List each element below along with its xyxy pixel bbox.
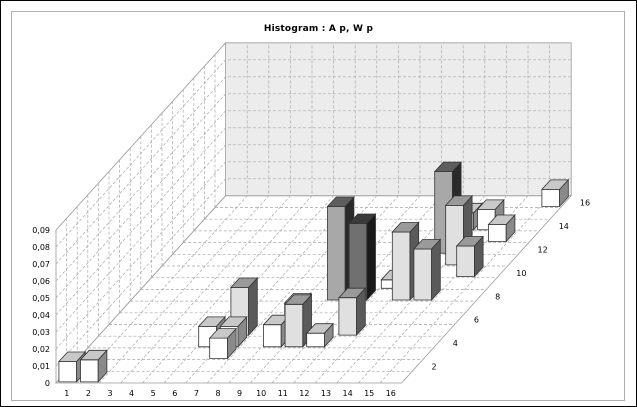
bar-front	[541, 188, 560, 207]
bar-top	[229, 277, 259, 288]
x-tick-label: 15	[364, 389, 374, 398]
bar-top	[412, 239, 442, 250]
y-tick-label: 0	[45, 379, 50, 388]
x-tick-label: 10	[256, 389, 266, 398]
gridline-x	[250, 42, 421, 384]
gridline-y	[55, 144, 572, 333]
gridline-x	[142, 42, 313, 384]
gridline-y	[55, 93, 572, 282]
x-tick-label: 2	[86, 389, 91, 398]
x-tick-label: 13	[321, 389, 331, 398]
x-tick-label: 14	[343, 389, 353, 398]
z-tick-label: 6	[474, 316, 479, 325]
bar-top	[79, 349, 108, 361]
x-tick-label: 16	[386, 389, 396, 398]
chart-title: Histogram : A p, W p	[263, 24, 374, 34]
y-tick-label: 0,02	[32, 345, 50, 354]
gridline-y	[55, 110, 572, 299]
bar-top	[305, 323, 335, 334]
bar-front	[391, 231, 411, 301]
bar-top	[444, 195, 474, 206]
bar-side	[366, 212, 376, 302]
y-tick-label: 0,04	[32, 311, 50, 320]
x-tick-label: 11	[278, 389, 288, 398]
bar-top	[219, 316, 248, 327]
x-tick-label: 6	[172, 389, 177, 398]
bar-front	[306, 332, 325, 348]
gridline-y	[55, 161, 572, 350]
bar-top	[455, 236, 485, 247]
z-tick-label: 8	[495, 292, 500, 301]
y-tick-label: 0,01	[32, 362, 50, 371]
bar-front	[209, 337, 228, 359]
bar-front	[413, 248, 433, 301]
gridline-x	[206, 42, 378, 384]
bar-top	[337, 287, 367, 299]
y-tick-label: 0,09	[32, 226, 50, 235]
z-tick-label: 2	[432, 362, 437, 371]
gridline-y	[55, 59, 572, 248]
bar-front	[80, 359, 99, 383]
bar-top	[433, 161, 463, 173]
bar-front	[338, 297, 358, 336]
bar-top	[57, 351, 87, 362]
z-tick-label: 10	[516, 269, 526, 278]
bar-front	[456, 245, 475, 278]
bar-top	[197, 316, 227, 327]
bar-front	[327, 206, 346, 301]
bar-front	[58, 361, 77, 383]
bar-top	[326, 196, 355, 207]
x-tick-label: 9	[237, 389, 242, 398]
x-tick-label: 4	[129, 389, 134, 398]
bar-top	[476, 199, 505, 210]
gridline-y	[55, 127, 572, 316]
bar-front	[284, 303, 304, 348]
z-tick-label: 16	[580, 199, 590, 208]
z-tick-label: 4	[453, 339, 458, 348]
gridline-x	[358, 42, 529, 384]
gridline-y	[55, 76, 572, 265]
gridline-x	[185, 42, 356, 384]
bar-side	[431, 238, 441, 302]
y-tick-label: 0,06	[32, 277, 50, 286]
x-tick-label: 12	[299, 389, 309, 398]
x-tick-label: 5	[151, 389, 156, 398]
gridline-x	[336, 42, 507, 384]
gridline-x	[163, 42, 334, 384]
bar-front	[263, 324, 282, 348]
bar-top	[540, 179, 570, 190]
x-tick-label: 1	[64, 389, 69, 398]
gridline-y	[55, 178, 572, 367]
gridline-x	[120, 42, 291, 384]
x-tick-label: 8	[215, 389, 220, 398]
gridline-y	[55, 42, 572, 231]
gridline-x	[98, 42, 270, 384]
y-tick-label: 0,03	[32, 328, 50, 337]
bar-top	[487, 214, 516, 225]
gridline-x	[77, 42, 248, 384]
y-tick-label: 0,08	[32, 243, 50, 252]
z-tick-label: 14	[559, 222, 569, 231]
bar-top	[284, 294, 313, 305]
y-tick-label: 0,05	[32, 294, 50, 303]
gridline-x	[314, 42, 486, 384]
bar-top	[208, 328, 238, 339]
bar-top	[348, 213, 377, 224]
bar-top	[391, 222, 420, 233]
y-tick-label: 0,07	[32, 260, 50, 269]
bar-front	[488, 224, 507, 242]
x-tick-label: 7	[194, 389, 199, 398]
z-tick-label: 12	[538, 245, 548, 254]
x-tick-label: 3	[107, 389, 112, 398]
gridline-x	[228, 42, 399, 384]
